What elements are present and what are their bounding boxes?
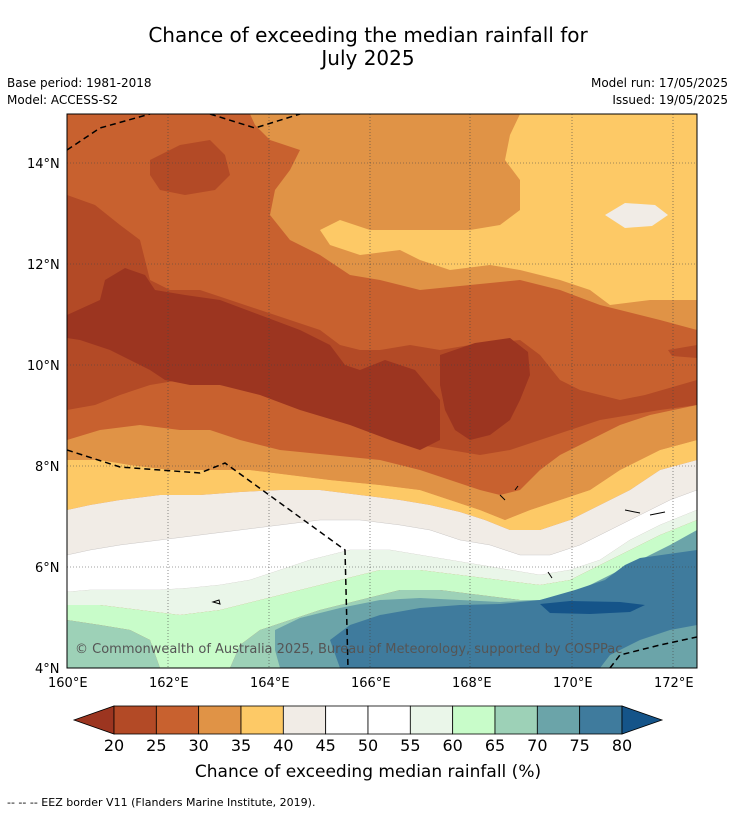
contour-25-30-east-patch: [668, 345, 697, 358]
colorbar-segment: [240, 705, 284, 735]
colorbar-tick-label: 70: [527, 736, 548, 755]
contour-20-25-west: [67, 268, 440, 450]
lat-tick-4: 4°N: [35, 662, 60, 677]
contour-40-45-ne: [320, 114, 697, 305]
colorbar-segment: [452, 705, 496, 735]
colorbar-tick-label: 55: [400, 736, 421, 755]
contour-60-65-band: [67, 510, 697, 615]
colorbar-tick-label: 75: [569, 736, 590, 755]
rainfall-contours: © Commonwealth of Australia 2025, Bureau…: [67, 114, 697, 668]
contour-45-50-band: [67, 460, 697, 555]
colorbar-segment: [113, 705, 157, 735]
lon-tick-168: 168°E: [452, 676, 492, 691]
colorbar-segment: [409, 705, 454, 735]
eez-footnote: -- -- -- EEZ border V11 (Flanders Marine…: [7, 796, 316, 809]
colorbar-tick-label: 50: [357, 736, 379, 755]
lon-tick-labels: 160°E 162°E 164°E 166°E 168°E 170°E 172°…: [48, 676, 694, 691]
issued-date: Issued: 19/05/2025: [612, 93, 728, 107]
colorbar-segment: [367, 705, 411, 735]
contour-25-30-west: [67, 195, 697, 455]
colorbar-tick-label: 20: [103, 736, 125, 755]
colorbar-tick-label: 80: [611, 736, 633, 755]
colorbar-segment: [536, 705, 581, 735]
model-run: Model run: 17/05/2025: [590, 76, 728, 90]
colorbar-tick-label: 65: [484, 736, 506, 755]
colorbar-tick-label: 40: [273, 736, 294, 755]
map-border: [66, 113, 698, 669]
lat-tick-12: 12°N: [27, 258, 60, 273]
base-period: Base period: 1981-2018: [7, 76, 152, 90]
lon-tick-166: 166°E: [351, 676, 391, 691]
lon-tick-170: 170°E: [553, 676, 593, 691]
colorbar-tick-label: 25: [146, 736, 167, 755]
lat-tick-14: 14°N: [27, 157, 60, 172]
colorbar-segment: [494, 705, 538, 735]
contour-40-45-band: [67, 440, 697, 530]
lat-tick-labels: 14°N 12°N 10°N 8°N 6°N 4°N: [27, 157, 60, 677]
lon-tick-162: 162°E: [149, 676, 189, 691]
colorbar: [72, 705, 664, 735]
colorbar-title: Chance of exceeding median rainfall (%): [194, 762, 542, 782]
lat-tick-10: 10°N: [27, 359, 60, 374]
colorbar-tick-label: 35: [230, 736, 252, 755]
eez-borders: [67, 114, 697, 668]
islands: [211, 485, 666, 605]
copyright-text: © Commonwealth of Australia 2025, Bureau…: [75, 642, 622, 657]
contour-80-plus: [330, 550, 697, 668]
colorbar-segment: [198, 705, 242, 735]
lon-tick-160: 160°E: [48, 676, 88, 691]
contour-65-70-band: [67, 520, 697, 668]
colorbar-high-extend: [621, 705, 664, 735]
colorbar-segment: [325, 705, 369, 735]
contour-20-25-nw-patch: [150, 140, 230, 195]
lon-tick-172: 172°E: [654, 676, 694, 691]
contour-45-50-ne: [605, 203, 668, 228]
colorbar-tick-label: 60: [442, 736, 463, 755]
contour-35-40-south: [67, 405, 697, 520]
lat-tick-8: 8°N: [35, 460, 60, 475]
lon-tick-164: 164°E: [250, 676, 290, 691]
map-title-line1: Chance of exceeding the median rainfall …: [148, 23, 588, 47]
colorbar-tick-label: 30: [188, 736, 209, 755]
map-title-line2: July 2025: [321, 46, 415, 70]
contour-max-blue: [540, 601, 645, 614]
colorbar-low-extend: [72, 705, 115, 735]
lat-tick-6: 6°N: [35, 561, 60, 576]
gridlines: [67, 114, 697, 668]
contour-20-25-east: [440, 338, 530, 440]
colorbar-segment: [282, 705, 327, 735]
colorbar-tick-label: 45: [315, 736, 336, 755]
model-name: Model: ACCESS-S2: [7, 93, 119, 107]
colorbar-segment: [579, 705, 623, 735]
colorbar-segment: [155, 705, 200, 735]
